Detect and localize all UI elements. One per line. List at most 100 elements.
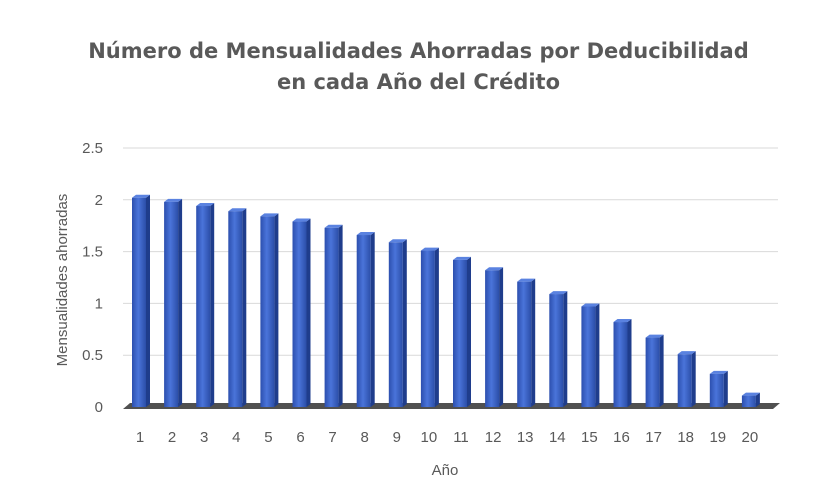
x-tick-label: 16 xyxy=(613,429,630,446)
chart-title-line2: en cada Año del Crédito xyxy=(276,70,561,94)
bar xyxy=(613,319,632,407)
x-tick-label: 20 xyxy=(742,429,759,446)
x-tick-label: 4 xyxy=(232,429,240,446)
bar-side xyxy=(723,370,728,407)
x-tick-label: 6 xyxy=(296,429,304,446)
bar-top xyxy=(517,278,536,282)
x-tick-label: 19 xyxy=(709,429,726,446)
bar-side xyxy=(434,247,439,407)
bar xyxy=(228,208,247,407)
bar xyxy=(517,278,536,407)
x-tick-label: 2 xyxy=(168,429,176,446)
bar-front xyxy=(324,227,339,407)
bar-top xyxy=(324,224,343,228)
bar-front xyxy=(485,270,500,407)
bar xyxy=(741,392,760,407)
bar xyxy=(581,303,600,407)
x-tick-label: 9 xyxy=(393,429,401,446)
bar-side xyxy=(306,218,311,407)
bar-top xyxy=(132,194,150,198)
bar-front xyxy=(581,306,596,407)
bar-top xyxy=(196,203,215,207)
bar-front xyxy=(453,259,467,407)
bar-top xyxy=(677,351,696,355)
x-tick-label: 1 xyxy=(136,429,144,446)
bar-side xyxy=(370,232,375,407)
y-tick-label: 0 xyxy=(95,399,103,416)
bar-front xyxy=(709,373,724,407)
bars xyxy=(132,194,760,407)
bar-side xyxy=(531,278,536,407)
bar-side xyxy=(242,208,247,407)
bar-side xyxy=(627,319,632,407)
bar xyxy=(132,194,150,407)
bar-side xyxy=(755,392,760,407)
bar xyxy=(645,334,664,407)
bar xyxy=(260,213,279,407)
y-tick-label: 1 xyxy=(95,295,103,312)
bar xyxy=(549,291,568,407)
bar-top xyxy=(260,213,279,217)
bar xyxy=(453,256,471,407)
bar-front xyxy=(228,211,243,407)
bar-side xyxy=(210,203,215,407)
bar-side xyxy=(402,239,407,407)
bar xyxy=(292,218,311,407)
bar-side xyxy=(467,256,471,407)
bar-side xyxy=(563,291,568,407)
chart-title-line1: Número de Mensualidades Ahorradas por De… xyxy=(88,39,749,63)
bar xyxy=(356,232,375,407)
x-axis-label: Año xyxy=(432,462,459,479)
bar xyxy=(485,267,504,407)
x-tick-label: 3 xyxy=(200,429,208,446)
x-tick-label: 11 xyxy=(453,429,469,446)
bar xyxy=(709,370,728,407)
bar-front xyxy=(292,221,307,407)
bar-top xyxy=(164,198,183,202)
bar xyxy=(196,203,215,407)
bar-front xyxy=(420,250,435,407)
bar-top xyxy=(613,319,632,323)
bar-front xyxy=(196,206,211,407)
bar-side xyxy=(274,213,279,407)
y-axis-label: Mensualidades ahorradas xyxy=(54,194,71,367)
x-axis-ticks: 1 2 3 4 5 6 7 8 9 10 11 12 13 14 15 16 17 18 19 20 xyxy=(136,429,758,446)
x-tick-label: 10 xyxy=(421,429,438,446)
bar-side xyxy=(146,194,150,407)
bar-top xyxy=(420,247,439,251)
bar-side xyxy=(178,198,183,407)
x-tick-label: 17 xyxy=(645,429,662,446)
bar-front xyxy=(260,216,275,407)
x-tick-label: 15 xyxy=(581,429,598,446)
bar-front xyxy=(517,281,532,407)
y-tick-label: 1.5 xyxy=(82,244,103,261)
bar-side xyxy=(691,351,696,407)
bar-top xyxy=(709,370,728,374)
bar-front xyxy=(132,197,146,407)
bar-side xyxy=(499,267,504,407)
bar-top xyxy=(485,267,504,271)
gridlines xyxy=(123,147,778,356)
bar xyxy=(324,224,343,407)
x-tick-label: 8 xyxy=(361,429,369,446)
x-tick-label: 18 xyxy=(677,429,694,446)
y-tick-label: 0.5 xyxy=(82,347,103,364)
bar-top xyxy=(741,392,760,396)
bar-front xyxy=(645,337,660,407)
bar-front xyxy=(741,395,756,407)
bar-front xyxy=(677,354,692,407)
x-tick-label: 14 xyxy=(549,429,566,446)
bar-top xyxy=(388,239,407,243)
bar-top xyxy=(581,303,600,307)
bar xyxy=(677,351,696,407)
y-tick-label: 2.5 xyxy=(82,140,103,157)
y-tick-label: 2 xyxy=(95,192,103,209)
bar-front xyxy=(164,201,179,407)
bar xyxy=(164,198,183,407)
bar-front xyxy=(388,242,403,407)
bar-front xyxy=(549,294,564,407)
bar-front xyxy=(356,235,371,407)
bar-top xyxy=(356,232,375,236)
x-tick-label: 12 xyxy=(485,429,502,446)
